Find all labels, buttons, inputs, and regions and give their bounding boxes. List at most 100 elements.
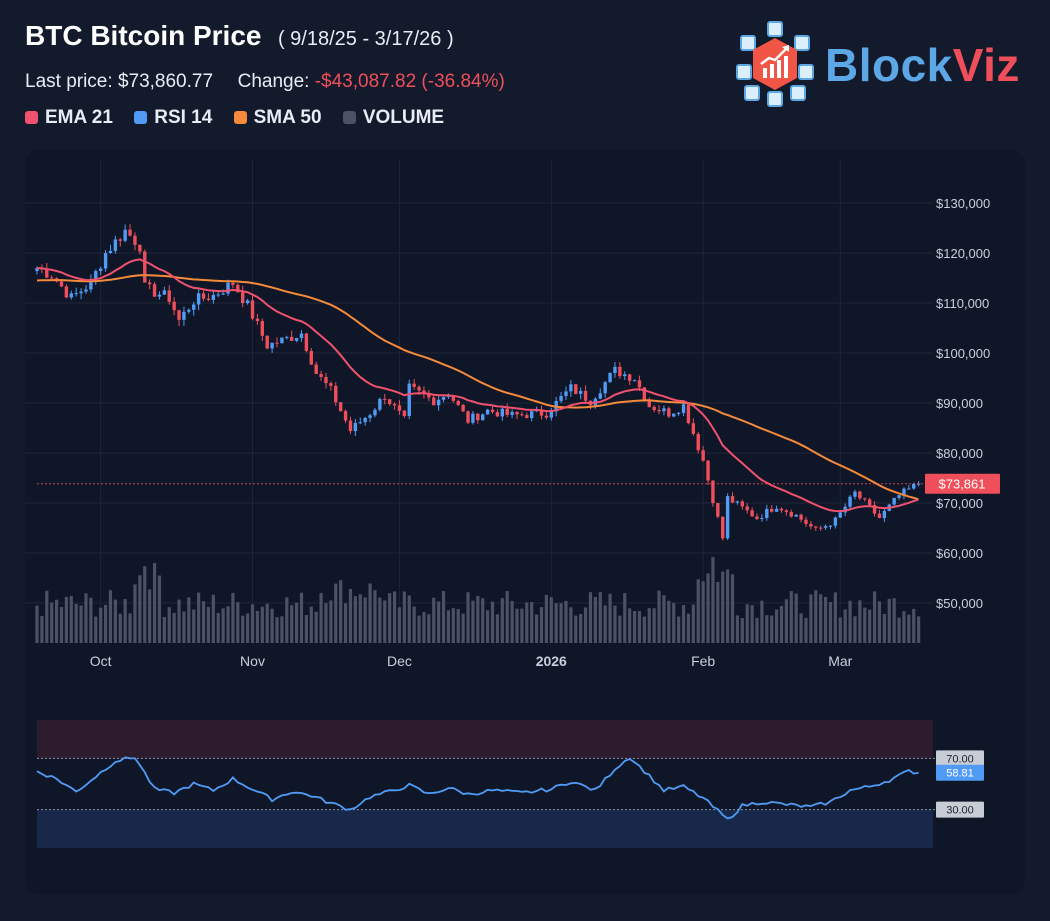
volume-bar [652, 608, 656, 643]
volume-bar [628, 608, 632, 643]
candle-body [456, 400, 460, 405]
legend-sma[interactable]: SMA 50 [233, 107, 322, 129]
candle-body [412, 383, 416, 387]
candle-body [236, 284, 240, 293]
candle-body [907, 488, 911, 490]
volume-bar [667, 600, 671, 643]
volume-bar [515, 608, 519, 643]
candle-body [618, 366, 622, 377]
volume-bar [241, 615, 245, 643]
volume-bar [863, 607, 867, 643]
volume-bar [554, 603, 558, 643]
volume-bar [402, 591, 406, 643]
volume-bar [877, 601, 882, 643]
candle-body [245, 300, 250, 304]
volume-bar [378, 597, 382, 643]
volume-bar [353, 596, 357, 643]
volume-bar [887, 598, 891, 643]
candle-body [476, 413, 480, 421]
candle-body [231, 282, 235, 285]
candle-body [823, 526, 828, 528]
volume-bar [765, 615, 769, 643]
candle-body [676, 412, 681, 414]
volume-bar [917, 616, 921, 643]
candle-body [471, 413, 475, 423]
candle-body [696, 433, 700, 451]
volume-bar [637, 611, 642, 643]
volume-bar [745, 604, 749, 643]
candle-body [211, 294, 216, 301]
legend-swatch-volume [342, 111, 356, 124]
volume-bar [642, 616, 646, 643]
volume-bar [701, 581, 705, 643]
legend-volume[interactable]: VOLUME [342, 107, 445, 129]
candle-body [716, 503, 720, 517]
candle-body [226, 282, 230, 294]
volume-bar [461, 613, 465, 643]
volume-bar [814, 590, 818, 643]
candle-body [162, 290, 167, 295]
volume-bar [476, 595, 480, 643]
volume-bar [711, 557, 715, 643]
volume-bar [329, 600, 333, 643]
volume-bar [838, 617, 842, 643]
candle-body [363, 417, 367, 423]
candle-body [383, 398, 387, 400]
volume-bar [755, 617, 759, 643]
volume-bar [706, 573, 710, 643]
volume-bar [774, 609, 779, 643]
candle-body [490, 409, 495, 413]
time-tick-label: Mar [828, 653, 852, 669]
candle-body [833, 517, 838, 526]
candle-body [525, 415, 529, 419]
price-chart[interactable]: $73,861$130,000$120,000$110,000$100,000$… [25, 150, 1025, 895]
price-tick-label: $120,000 [936, 246, 990, 261]
volume-bar [128, 613, 132, 643]
candle-body [662, 408, 666, 412]
candle-body [872, 505, 877, 514]
volume-bar [647, 608, 651, 643]
volume-bar [544, 594, 548, 643]
candle-body [784, 510, 789, 512]
volume-bar [138, 575, 142, 643]
volume-bar [324, 603, 328, 643]
candle-body [529, 411, 534, 419]
candle-body [706, 460, 710, 481]
legend-label-volume: VOLUME [362, 107, 445, 128]
candle-body [750, 510, 754, 517]
volume-bar [574, 615, 578, 643]
volume-bar [559, 603, 563, 643]
legend-swatch-sma [233, 111, 247, 124]
volume-bar [437, 601, 441, 643]
volume-bar [897, 617, 901, 643]
candle-body [196, 293, 201, 305]
volume-bar [799, 613, 803, 643]
volume-bar [162, 617, 166, 643]
volume-bar [280, 616, 284, 643]
candle-body [583, 390, 588, 401]
candle-body [544, 415, 549, 418]
volume-bar [809, 594, 813, 643]
candle-body [564, 391, 568, 397]
legend-rsi[interactable]: RSI 14 [134, 107, 212, 129]
legend-swatch-ema [25, 111, 38, 124]
volume-bar [206, 606, 211, 643]
blockviz-wordmark: BlockViz [825, 38, 1020, 92]
candle-body [49, 277, 54, 279]
volume-bar [872, 591, 877, 643]
candle-body [897, 495, 901, 498]
candle-body [432, 397, 436, 406]
volume-bar [407, 595, 411, 643]
candle-body [187, 309, 191, 312]
legend-ema[interactable]: EMA 21 [25, 107, 113, 129]
volume-bar [534, 614, 539, 643]
volume-bar [456, 609, 460, 643]
price-tick-label: $130,000 [936, 196, 990, 211]
volume-bar [246, 613, 250, 643]
volume-bar [481, 598, 485, 643]
volume-bar [35, 605, 39, 643]
candle-body [128, 229, 132, 236]
candle-body [730, 496, 735, 503]
legend-label-rsi: RSI 14 [154, 107, 213, 128]
volume-bar [231, 592, 235, 643]
